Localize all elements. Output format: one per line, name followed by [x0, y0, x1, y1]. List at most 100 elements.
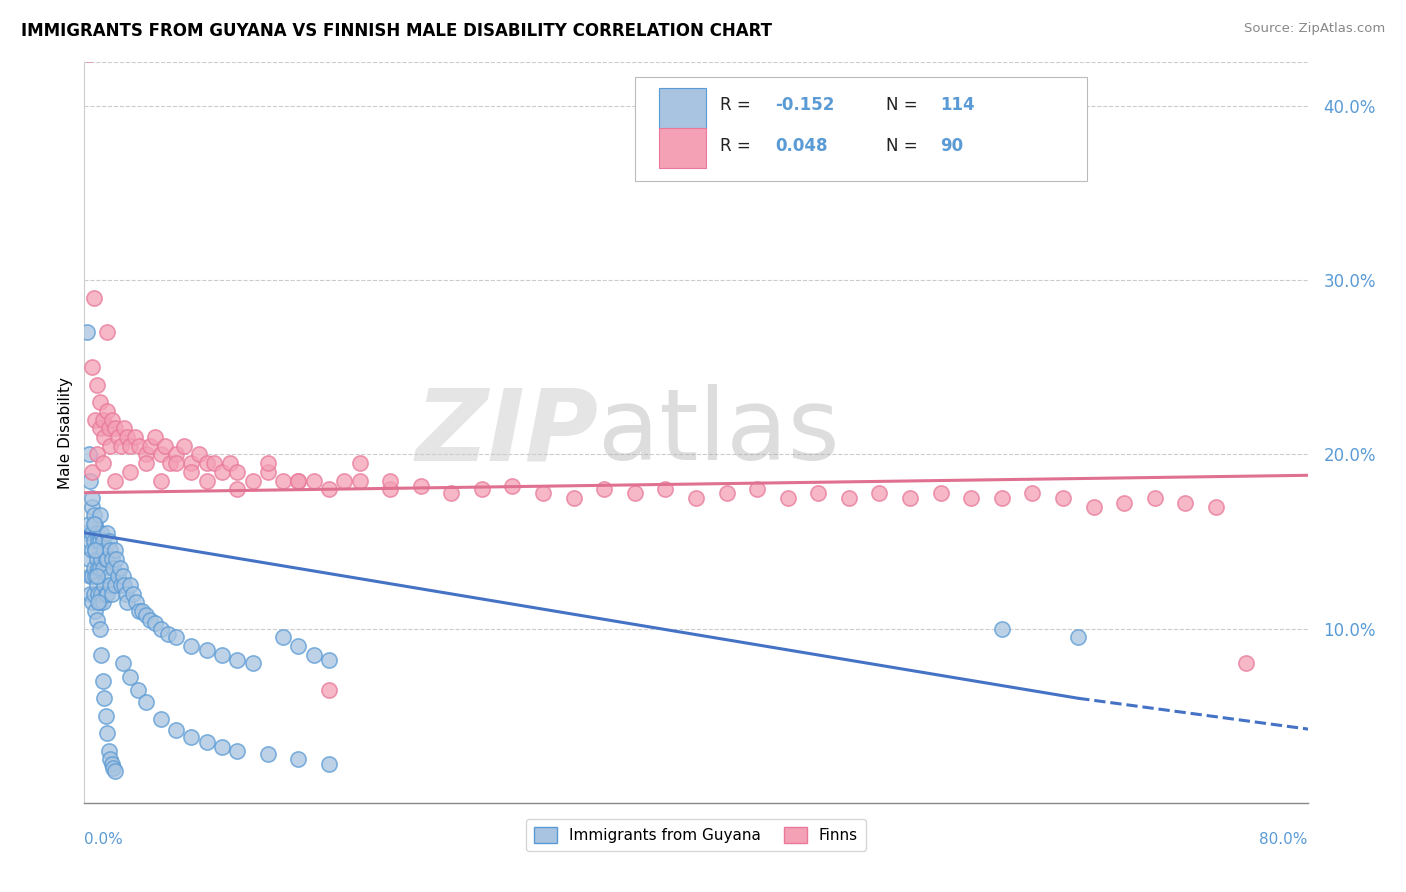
Point	[98, 578, 121, 592]
Point	[211, 465, 233, 479]
Point	[155, 439, 177, 453]
Point	[685, 491, 707, 505]
Point	[83, 560, 105, 574]
Point	[302, 648, 325, 662]
Text: ZIP: ZIP	[415, 384, 598, 481]
Point	[93, 578, 115, 592]
Text: N =: N =	[886, 95, 922, 113]
Point	[97, 743, 120, 757]
Text: R =: R =	[720, 95, 756, 113]
Point	[115, 430, 138, 444]
Point	[1174, 496, 1197, 510]
Point	[960, 491, 983, 505]
Point	[80, 500, 103, 514]
Point	[80, 491, 103, 505]
Point	[94, 552, 117, 566]
Point	[120, 670, 142, 684]
Point	[333, 474, 356, 488]
Point	[135, 607, 157, 622]
Point	[90, 587, 112, 601]
Point	[96, 404, 118, 418]
Point	[898, 491, 921, 505]
Point	[211, 740, 233, 755]
Point	[110, 578, 132, 592]
Point	[287, 474, 309, 488]
Point	[807, 485, 830, 500]
Point	[84, 543, 107, 558]
Point	[77, 517, 100, 532]
Point	[149, 622, 172, 636]
Point	[242, 474, 264, 488]
Point	[226, 465, 249, 479]
Point	[80, 595, 103, 609]
Point	[93, 691, 115, 706]
Point	[211, 648, 233, 662]
Point	[111, 657, 134, 671]
Point	[77, 447, 100, 461]
Point	[165, 630, 187, 644]
Point	[80, 465, 103, 479]
Point	[149, 712, 172, 726]
Point	[242, 657, 264, 671]
Point	[80, 360, 103, 375]
Point	[104, 764, 127, 779]
Point	[89, 560, 111, 574]
Point	[124, 430, 146, 444]
Point	[112, 578, 135, 592]
Point	[96, 587, 118, 601]
Point	[86, 552, 108, 566]
Point	[139, 613, 162, 627]
Point	[349, 456, 371, 470]
Point	[86, 569, 108, 583]
Legend: Immigrants from Guyana, Finns: Immigrants from Guyana, Finns	[526, 820, 866, 851]
Point	[103, 560, 125, 574]
Point	[79, 534, 101, 549]
Point	[91, 673, 114, 688]
Point	[226, 653, 249, 667]
Point	[77, 552, 100, 566]
Point	[165, 723, 187, 737]
Point	[114, 587, 136, 601]
Point	[93, 543, 115, 558]
Point	[98, 752, 121, 766]
Point	[409, 479, 432, 493]
Point	[149, 447, 172, 461]
Point	[89, 534, 111, 549]
Point	[104, 543, 127, 558]
Point	[103, 761, 125, 775]
Point	[83, 291, 105, 305]
Point	[105, 552, 128, 566]
Point	[107, 569, 129, 583]
Point	[188, 447, 211, 461]
Point	[127, 682, 149, 697]
Point	[257, 465, 280, 479]
Point	[173, 439, 195, 453]
Point	[96, 552, 118, 566]
Point	[120, 439, 142, 453]
Point	[104, 578, 127, 592]
Point	[302, 474, 325, 488]
Point	[318, 682, 340, 697]
Point	[1236, 657, 1258, 671]
Point	[101, 552, 124, 566]
Point	[257, 747, 280, 761]
Point	[157, 627, 180, 641]
Point	[135, 695, 157, 709]
Point	[1021, 485, 1043, 500]
Point	[180, 730, 202, 744]
Point	[96, 726, 118, 740]
Point	[747, 482, 769, 496]
Point	[624, 485, 647, 500]
Point	[1114, 496, 1136, 510]
Point	[349, 474, 371, 488]
Point	[838, 491, 860, 505]
Text: -0.152: -0.152	[776, 95, 835, 113]
Point	[101, 587, 124, 601]
Point	[120, 578, 142, 592]
Point	[91, 595, 114, 609]
Point	[135, 456, 157, 470]
Text: 90: 90	[941, 137, 963, 155]
Point	[86, 613, 108, 627]
Point	[257, 456, 280, 470]
Point	[869, 485, 891, 500]
